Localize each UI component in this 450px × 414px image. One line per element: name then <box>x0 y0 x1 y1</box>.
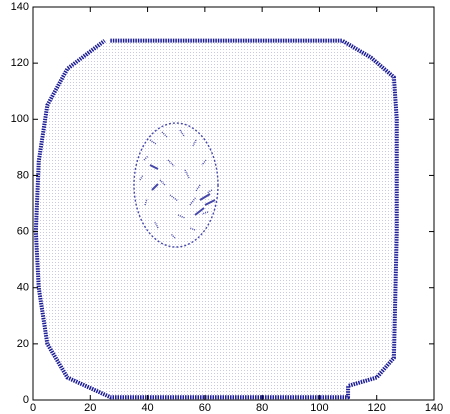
x-tick-label: 20 <box>84 402 96 414</box>
vector-boundary <box>33 38 399 400</box>
x-tick-label: 60 <box>199 402 211 414</box>
x-tick-label: 80 <box>256 402 268 414</box>
y-tick-label: 0 <box>23 394 29 406</box>
y-tick-label: 20 <box>17 338 29 350</box>
optic-disc-vectors <box>133 122 219 248</box>
y-tick-label: 140 <box>11 1 29 13</box>
x-tick-label: 100 <box>310 402 328 414</box>
y-tick-label: 80 <box>17 169 29 181</box>
y-tick-label: 60 <box>17 225 29 237</box>
plot-area <box>33 38 399 400</box>
x-tick-label: 40 <box>141 402 153 414</box>
y-tick-label: 100 <box>11 113 29 125</box>
x-tick-label: 140 <box>425 402 443 414</box>
y-tick-label: 120 <box>11 57 29 69</box>
y-tick-label: 40 <box>17 282 29 294</box>
x-tick-label: 120 <box>368 402 386 414</box>
boundary-fill <box>35 40 397 398</box>
axes-frame <box>32 6 435 401</box>
x-tick-label: 0 <box>30 402 36 414</box>
